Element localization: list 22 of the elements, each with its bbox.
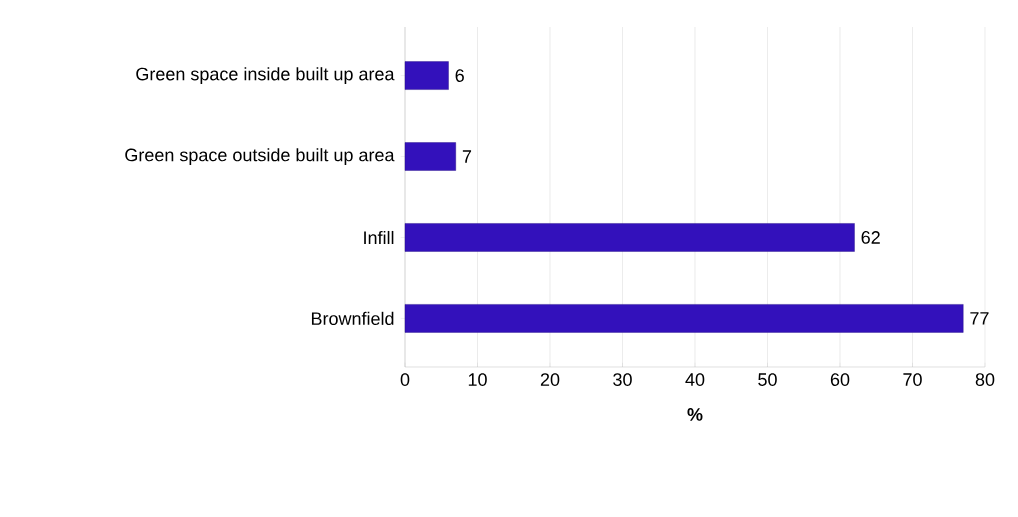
x-tick-label: 70 [903, 373, 922, 386]
bar [404, 142, 456, 171]
y-tick-label: Green space inside built up area [136, 67, 395, 84]
x-tick-label: 0 [400, 373, 410, 386]
bar [404, 61, 449, 90]
data-label: 62 [861, 231, 880, 244]
x-tick-label: 10 [468, 373, 487, 386]
data-label: 6 [455, 69, 464, 82]
bar [404, 223, 855, 252]
x-tick-label: 30 [613, 373, 632, 386]
x-tick-label: 20 [540, 373, 560, 386]
y-tick-label: Brownfield [311, 311, 394, 326]
bar [404, 304, 964, 333]
x-tick-label: 80 [975, 373, 995, 386]
y-tick-label: Green space outside built up area [125, 148, 395, 165]
data-label: 7 [462, 150, 472, 163]
x-axis-title: % [687, 408, 703, 421]
x-tick-label: 60 [830, 373, 850, 386]
x-tick-label: 40 [685, 373, 705, 386]
data-label: 77 [970, 312, 989, 325]
y-tick-label: Infill [364, 230, 394, 244]
x-tick-label: 50 [758, 373, 777, 386]
